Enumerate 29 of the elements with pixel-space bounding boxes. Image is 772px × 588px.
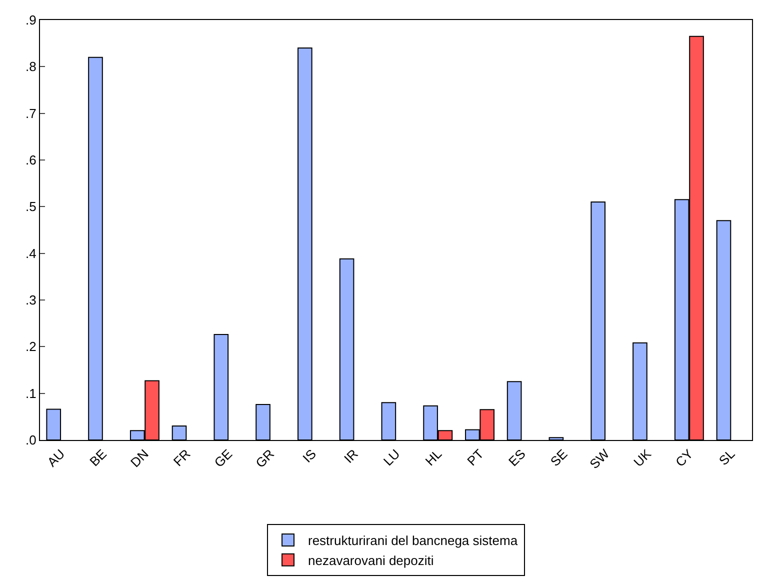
- y-tick-label: .8: [26, 59, 36, 74]
- y-tick-label: .3: [26, 292, 36, 308]
- x-tick-label: SE: [547, 446, 570, 470]
- legend-label: restrukturirani del bancnega sistema: [308, 533, 518, 548]
- y-tick-label: .0: [26, 432, 36, 448]
- x-tick-label: LU: [380, 446, 403, 469]
- y-tick-label: .6: [26, 152, 36, 168]
- x-tick-label: IR: [341, 446, 361, 466]
- x-tick-label: HL: [422, 446, 445, 469]
- x-tick-label: UK: [630, 446, 654, 470]
- x-tick-label: SL: [716, 446, 738, 468]
- y-tick-label: .2: [26, 339, 36, 354]
- x-tick-label: GE: [211, 446, 236, 470]
- x-tick-label: AU: [44, 446, 68, 470]
- x-tick-label: ES: [505, 446, 529, 470]
- y-tick-label: .9: [26, 12, 36, 28]
- x-tick-label: PT: [464, 446, 487, 469]
- x-tick-label: IS: [300, 446, 320, 466]
- legend-label: nezavarovani depoziti: [308, 552, 434, 568]
- y-tick-label: .5: [26, 199, 36, 214]
- y-tick-label: .4: [26, 246, 36, 261]
- x-tick-label: GR: [252, 446, 278, 471]
- x-tick-label: DN: [128, 446, 152, 470]
- x-tick-label: FR: [170, 446, 194, 470]
- x-tick-label: BE: [86, 446, 110, 470]
- y-tick-label: .7: [26, 106, 36, 121]
- x-tick-label: SW: [586, 446, 613, 472]
- x-tick-label: CY: [672, 446, 696, 470]
- y-tick-label: .1: [26, 386, 36, 401]
